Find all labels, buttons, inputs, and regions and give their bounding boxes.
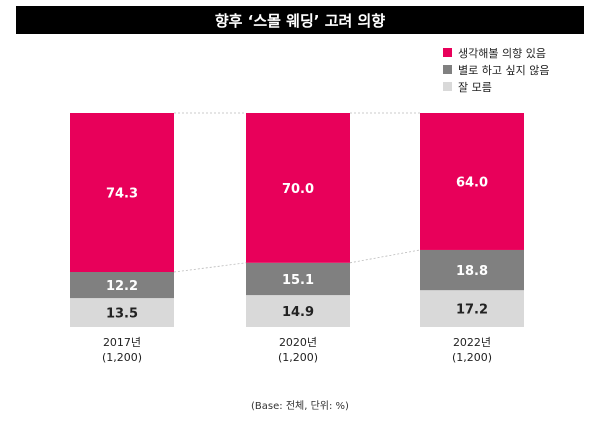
data-label-0-0: 74.3	[106, 187, 138, 202]
x-tick-sublabel-0: (1,200)	[102, 351, 142, 364]
bar-segment-2-0	[420, 113, 524, 250]
legend-item-1: 별로 하고 싶지 않음	[443, 61, 549, 78]
bar-segment-1-2	[246, 295, 350, 327]
x-tick-label-1: 2020년	[279, 336, 317, 349]
legend-swatch-1	[443, 65, 452, 74]
legend-label-1: 별로 하고 싶지 않음	[458, 63, 550, 77]
bar-segment-2-1	[420, 249, 524, 291]
legend-swatch-0	[443, 48, 452, 57]
connector-line-0-1	[173, 262, 247, 273]
data-label-1-2: 14.9	[282, 305, 314, 320]
base-note: (Base: 전체, 단위: %)	[251, 401, 349, 412]
x-tick-sublabel-1: (1,200)	[278, 351, 318, 364]
data-label-1-1: 15.1	[282, 273, 314, 288]
data-label-0-2: 13.5	[106, 307, 138, 322]
legend-item-0: 생각해볼 의향 있음	[443, 44, 549, 61]
chart-legend: 생각해볼 의향 있음 별로 하고 싶지 않음 잘 모름	[443, 44, 549, 95]
data-label-2-0: 64.0	[456, 175, 488, 190]
bar-segment-1-1	[246, 262, 350, 296]
chart-title: 향후 ‘스몰 웨딩’ 고려 의향	[16, 6, 584, 34]
data-label-2-2: 17.2	[456, 303, 488, 318]
x-tick-label-0: 2017년	[103, 336, 141, 349]
legend-label-2: 잘 모름	[458, 80, 492, 94]
data-label-1-0: 70.0	[282, 182, 314, 197]
connector-line-1-1	[349, 249, 421, 264]
legend-swatch-2	[443, 82, 452, 91]
data-label-2-1: 18.8	[456, 264, 488, 279]
bar-segment-0-1	[70, 272, 174, 299]
bar-segment-0-0	[70, 113, 174, 273]
bar-segment-0-2	[70, 298, 174, 327]
data-label-0-1: 12.2	[106, 279, 138, 294]
x-tick-sublabel-2: (1,200)	[452, 351, 492, 364]
bar-segment-1-0	[246, 113, 350, 263]
x-tick-label-2: 2022년	[453, 336, 491, 349]
bar-segment-2-2	[420, 290, 524, 327]
legend-item-2: 잘 모름	[443, 78, 549, 95]
legend-label-0: 생각해볼 의향 있음	[458, 46, 546, 60]
